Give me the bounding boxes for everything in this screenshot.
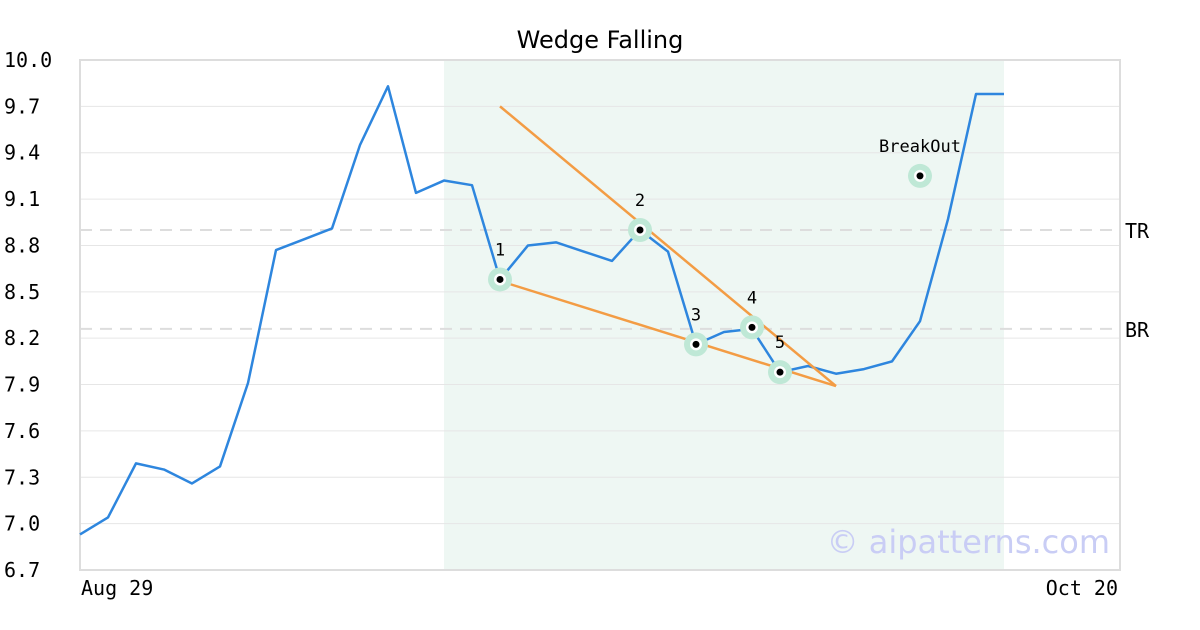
y-tick-9.7: 9.7: [4, 94, 40, 118]
y-tick-9.1: 9.1: [4, 187, 40, 211]
y-tick-8.5: 8.5: [4, 280, 40, 304]
y-tick-10.0: 10.0: [4, 48, 52, 72]
y-tick-7.6: 7.6: [4, 419, 40, 443]
pivot-dot-breakout: [916, 172, 924, 180]
pivot-dot-3: [692, 340, 700, 348]
y-tick-7.0: 7.0: [4, 512, 40, 536]
pattern-highlight-area: [444, 60, 1004, 570]
pivot-dot-4: [748, 323, 756, 331]
level-label-tr: TR: [1125, 219, 1150, 243]
pivot-label-breakout: BreakOut: [879, 137, 961, 157]
price-series-line: [79, 85, 1004, 536]
pivot-label-1: 1: [495, 240, 505, 260]
x-tick-start: Aug 29: [81, 576, 153, 600]
pivot-label-2: 2: [635, 191, 645, 211]
pivot-dot-5: [776, 368, 784, 376]
pivot-dot-1: [496, 275, 504, 283]
wedge-upper-line: [499, 105, 837, 388]
y-tick-8.2: 8.2: [4, 326, 40, 350]
pivot-dot-2: [636, 226, 644, 234]
y-tick-8.8: 8.8: [4, 233, 40, 257]
y-tick-7.9: 7.9: [4, 373, 40, 397]
y-tick-7.3: 7.3: [4, 465, 40, 489]
x-tick-end: Oct 20: [1046, 576, 1118, 600]
chart-title: Wedge Falling: [517, 26, 684, 54]
watermark: © aipatterns.com: [827, 523, 1110, 561]
y-tick-6.7: 6.7: [4, 558, 40, 582]
pivot-label-3: 3: [691, 305, 701, 325]
pivot-label-5: 5: [775, 333, 785, 353]
plot-frame: [79, 59, 1121, 571]
level-label-br: BR: [1125, 318, 1150, 342]
pivot-label-4: 4: [747, 288, 757, 308]
y-tick-9.4: 9.4: [4, 141, 40, 165]
